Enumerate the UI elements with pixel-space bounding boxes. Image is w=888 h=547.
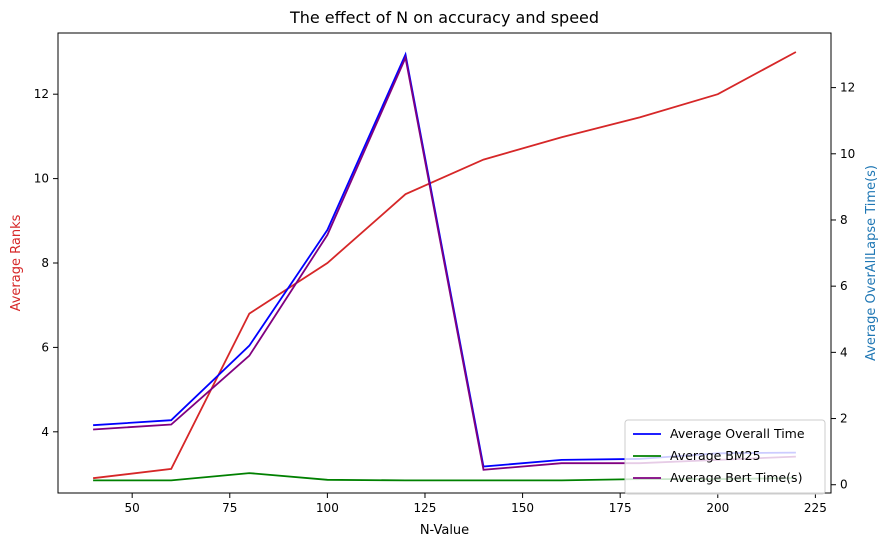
y-right-tick-label: 8: [840, 213, 848, 227]
legend-label: Average Overall Time: [670, 426, 805, 441]
x-tick-label: 125: [414, 501, 437, 515]
x-tick-label: 75: [222, 501, 237, 515]
plot-area: [92, 51, 797, 482]
legend-label: Average BM25: [670, 448, 761, 463]
y-axis-right-label: Average OverAllLapse Time(s): [864, 165, 879, 361]
y-right-tick-label: 0: [840, 478, 848, 492]
x-tick-label: 50: [125, 501, 140, 515]
x-tick-label: 225: [804, 501, 827, 515]
axes: 50 75 100 125 150 175 200 225 4 6 8 10 12 0 2 4 6 8 10 12: [34, 32, 855, 515]
x-axis-label: N-Value: [420, 523, 469, 538]
legend: Average Overall Time Average BM25 Average …: [624, 419, 826, 495]
x-tick-label: 200: [706, 501, 729, 515]
x-tick-label: 175: [609, 501, 632, 515]
y-axis-left-label: Average Ranks: [9, 214, 24, 311]
legend-label: Average Bert Time(s): [670, 470, 802, 485]
y-right-tick-label: 10: [840, 147, 855, 161]
x-tick-label: 150: [511, 501, 534, 515]
legend-box: [624, 419, 826, 495]
y-left-tick-label: 8: [41, 256, 49, 270]
y-right-tick-label: 12: [840, 81, 855, 95]
y-left-tick-label: 4: [41, 425, 49, 439]
y-left-tick-label: 10: [34, 172, 49, 186]
y-left-tick-label: 12: [34, 87, 49, 101]
x-tick-label: 100: [316, 501, 339, 515]
chart-title: The effect of N on accuracy and speed: [289, 8, 599, 27]
y-right-tick-label: 2: [840, 412, 848, 426]
y-right-tick-label: 6: [840, 279, 848, 293]
y-right-tick-label: 4: [840, 345, 848, 359]
y-left-tick-label: 6: [41, 340, 49, 354]
